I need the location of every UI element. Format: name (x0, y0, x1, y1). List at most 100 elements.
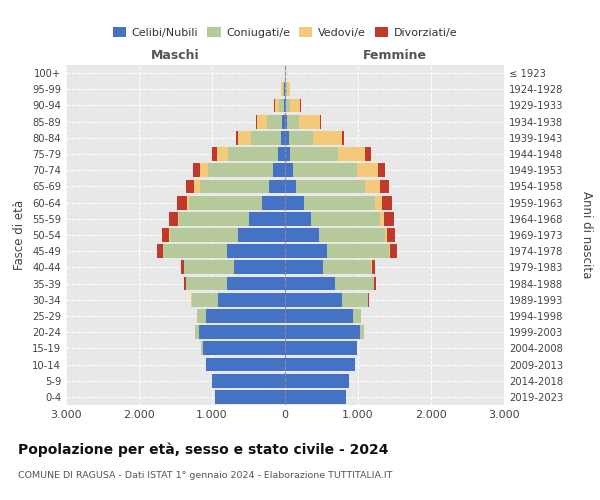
Bar (202, 342, 203, 355)
Bar (357, 164, 379, 177)
Bar (285, 293, 342, 306)
Bar (215, 390, 285, 404)
Bar (256, 115, 257, 128)
Bar (194, 180, 200, 194)
Bar (186, 180, 194, 194)
Bar (187, 196, 190, 209)
Legend: Celibi/Nubili, Coniugati/e, Vedovi/e, Divorziati/e: Celibi/Nubili, Coniugati/e, Vedovi/e, Di… (109, 23, 461, 42)
Bar (278, 147, 285, 161)
Bar (285, 164, 293, 177)
Bar (197, 309, 206, 323)
Bar (285, 342, 356, 355)
Bar (285, 98, 286, 112)
Bar (285, 196, 304, 209)
Bar (285, 309, 353, 323)
Bar (181, 260, 184, 274)
Bar (313, 131, 342, 144)
Bar (284, 98, 285, 112)
Bar (304, 196, 375, 209)
Bar (227, 244, 285, 258)
Bar (200, 180, 269, 194)
Bar (286, 82, 287, 96)
Bar (186, 276, 227, 290)
Bar (272, 164, 285, 177)
Bar (203, 342, 285, 355)
Bar (283, 82, 284, 96)
Bar (157, 244, 163, 258)
Text: Maschi: Maschi (151, 49, 200, 62)
Bar (379, 164, 385, 177)
Bar (285, 147, 290, 161)
Bar (262, 196, 285, 209)
Bar (278, 98, 284, 112)
Bar (169, 212, 178, 226)
Bar (285, 326, 360, 339)
Bar (282, 115, 285, 128)
Bar (353, 309, 361, 323)
Y-axis label: Anni di nascita: Anni di nascita (580, 192, 593, 278)
Bar (179, 212, 248, 226)
Bar (178, 212, 179, 226)
Bar (285, 180, 296, 194)
Bar (234, 260, 285, 274)
Bar (338, 147, 365, 161)
Bar (300, 98, 301, 112)
Bar (275, 98, 278, 112)
Bar (206, 358, 285, 372)
Bar (281, 82, 283, 96)
Bar (238, 131, 251, 144)
Bar (195, 326, 199, 339)
Y-axis label: Fasce di età: Fasce di età (13, 200, 26, 270)
Text: Popolazione per età, sesso e stato civile - 2024: Popolazione per età, sesso e stato civil… (18, 442, 389, 457)
Bar (287, 115, 299, 128)
Bar (342, 131, 344, 144)
Bar (375, 196, 382, 209)
Bar (193, 164, 200, 177)
Bar (389, 244, 390, 258)
Bar (199, 326, 285, 339)
Bar (365, 147, 371, 161)
Bar (285, 260, 323, 274)
Bar (248, 212, 285, 226)
Bar (380, 180, 389, 194)
Bar (342, 293, 368, 306)
Bar (212, 147, 217, 161)
Bar (385, 228, 387, 242)
Bar (374, 276, 376, 290)
Bar (380, 212, 384, 226)
Bar (285, 131, 289, 144)
Bar (290, 147, 338, 161)
Bar (190, 196, 262, 209)
Bar (236, 131, 238, 144)
Bar (372, 260, 375, 274)
Bar (269, 180, 285, 194)
Bar (287, 82, 290, 96)
Bar (206, 309, 285, 323)
Bar (320, 115, 321, 128)
Bar (281, 131, 285, 144)
Bar (184, 276, 185, 290)
Bar (208, 164, 272, 177)
Bar (268, 115, 282, 128)
Bar (251, 131, 281, 144)
Text: Femmine: Femmine (362, 49, 427, 62)
Bar (285, 374, 349, 388)
Bar (285, 228, 319, 242)
Bar (299, 115, 320, 128)
Bar (162, 228, 169, 242)
Bar (285, 115, 287, 128)
Bar (163, 244, 227, 258)
Bar (217, 147, 228, 161)
Bar (335, 276, 374, 290)
Bar (184, 260, 234, 274)
Bar (390, 244, 397, 258)
Bar (285, 244, 328, 258)
Bar (311, 212, 380, 226)
Bar (227, 276, 285, 290)
Text: COMUNE DI RAGUSA - Dati ISTAT 1° gennaio 2024 - Elaborazione TUTTITALIA.IT: COMUNE DI RAGUSA - Dati ISTAT 1° gennaio… (18, 471, 392, 480)
Bar (387, 228, 395, 242)
Bar (356, 342, 358, 355)
Bar (293, 164, 357, 177)
Bar (285, 390, 346, 404)
Bar (328, 244, 389, 258)
